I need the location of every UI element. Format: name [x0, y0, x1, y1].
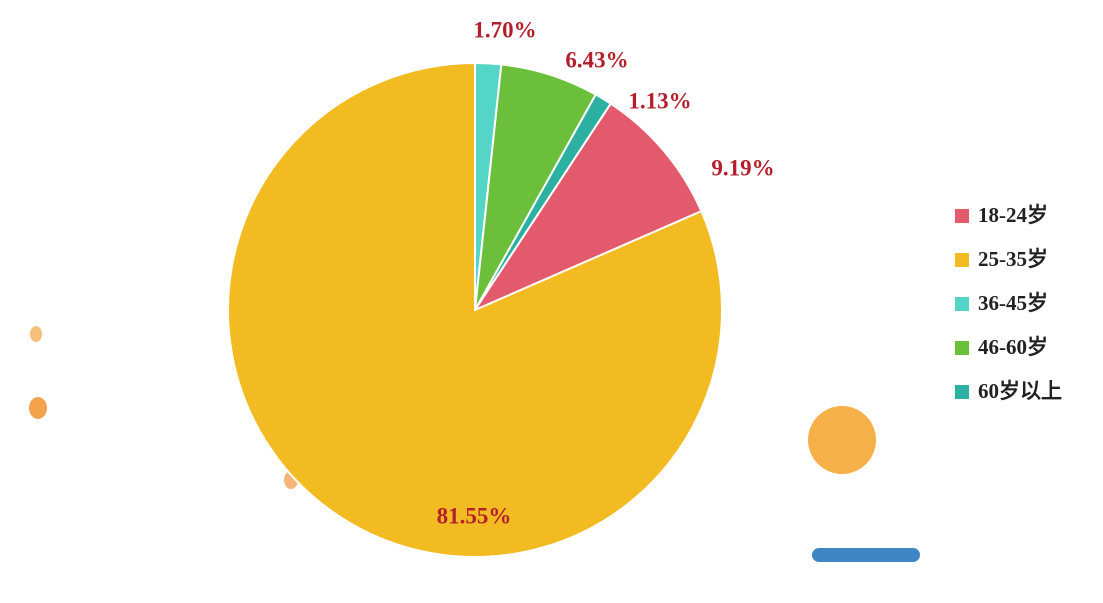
legend-label: 36-45岁	[978, 291, 1048, 315]
legend-label: 18-24岁	[978, 203, 1048, 227]
legend-swatch	[955, 341, 969, 355]
legend-swatch	[955, 253, 969, 267]
pie-slice	[472, 102, 703, 313]
legend-label: 25-35岁	[978, 247, 1048, 271]
value-label: 9.19%	[711, 155, 774, 180]
value-label: 6.43%	[565, 47, 628, 72]
legend-swatch	[955, 385, 969, 399]
legend-swatch	[955, 297, 969, 311]
value-label: 81.55%	[437, 503, 512, 528]
value-label: 1.13%	[628, 88, 691, 113]
legend-label: 46-60岁	[978, 335, 1048, 359]
legend-label: 60岁以上	[978, 379, 1062, 403]
legend-swatch	[955, 209, 969, 223]
pie-slice	[227, 61, 723, 558]
value-label: 1.70%	[473, 17, 536, 42]
